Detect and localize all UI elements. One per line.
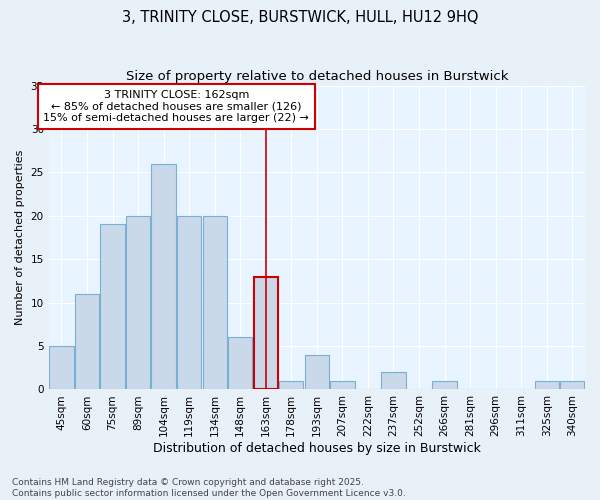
- Bar: [203, 216, 227, 390]
- Bar: [560, 381, 584, 390]
- Text: Contains HM Land Registry data © Crown copyright and database right 2025.
Contai: Contains HM Land Registry data © Crown c…: [12, 478, 406, 498]
- X-axis label: Distribution of detached houses by size in Burstwick: Distribution of detached houses by size …: [153, 442, 481, 455]
- Bar: [279, 381, 304, 390]
- Bar: [254, 276, 278, 390]
- Text: 3 TRINITY CLOSE: 162sqm
← 85% of detached houses are smaller (126)
15% of semi-d: 3 TRINITY CLOSE: 162sqm ← 85% of detache…: [43, 90, 310, 123]
- Bar: [151, 164, 176, 390]
- Y-axis label: Number of detached properties: Number of detached properties: [15, 150, 25, 325]
- Bar: [75, 294, 99, 390]
- Bar: [228, 338, 253, 390]
- Bar: [100, 224, 125, 390]
- Text: 3, TRINITY CLOSE, BURSTWICK, HULL, HU12 9HQ: 3, TRINITY CLOSE, BURSTWICK, HULL, HU12 …: [122, 10, 478, 25]
- Bar: [177, 216, 201, 390]
- Bar: [126, 216, 150, 390]
- Title: Size of property relative to detached houses in Burstwick: Size of property relative to detached ho…: [125, 70, 508, 83]
- Bar: [535, 381, 559, 390]
- Bar: [305, 354, 329, 390]
- Bar: [382, 372, 406, 390]
- Bar: [49, 346, 74, 390]
- Bar: [330, 381, 355, 390]
- Bar: [433, 381, 457, 390]
